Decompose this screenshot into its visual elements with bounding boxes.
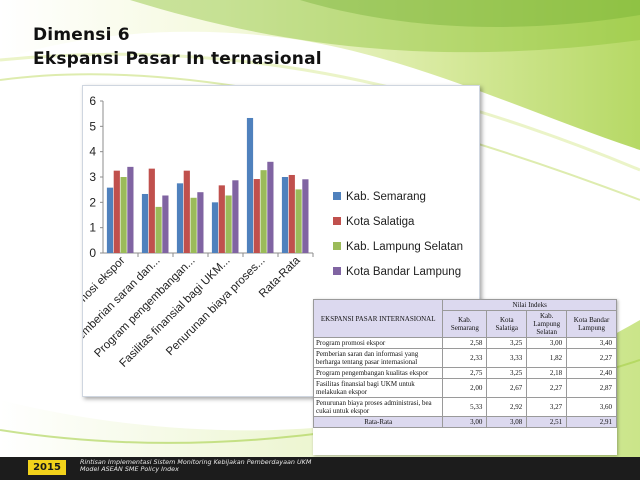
table-total-cell: 2,51	[526, 416, 568, 428]
table-total-row: Rata-Rata 3,00 3,08 2,51 2,91	[312, 416, 617, 428]
y-tick-label: 4	[89, 145, 96, 159]
table-row: Program pengembangan kualitas ekspor 2,7…	[312, 367, 617, 379]
table-cell: 2,87	[566, 378, 617, 398]
bar	[155, 206, 162, 253]
y-tick-label: 1	[89, 221, 96, 235]
y-tick-label: 5	[89, 119, 96, 133]
table-cell: 5,33	[442, 397, 488, 417]
bar	[295, 189, 302, 253]
slide-title-line1: Dimensi 6	[33, 25, 130, 45]
table-cell: 2,33	[442, 348, 488, 368]
table-header-group: Nilai Indeks	[442, 299, 617, 311]
table-row-label: Pemberian saran dan informasi yang berha…	[312, 348, 444, 368]
legend-label: Kab. Semarang	[346, 191, 426, 203]
footer-line1: Rintisan Implementasi Sistem Monitoring …	[80, 458, 312, 466]
table-row: Pemberian saran dan informasi yang berha…	[312, 348, 617, 368]
bar	[127, 166, 134, 253]
bar	[120, 177, 127, 253]
legend-swatch	[333, 217, 341, 225]
table-row: Program promosi ekspor 2,58 3,25 3,00 3,…	[312, 337, 617, 349]
bar	[281, 177, 289, 253]
table-row: Penurunan biaya proses administrasi, bea…	[312, 397, 617, 417]
table-cell: 3,25	[486, 337, 528, 349]
table-cell: 2,27	[566, 348, 617, 368]
table-cell: 3,33	[486, 348, 528, 368]
y-tick-label: 6	[89, 94, 96, 108]
bar	[232, 180, 239, 253]
bar	[106, 187, 114, 253]
bar	[211, 202, 219, 253]
table-col-kota-bandar-lampung: Kota Bandar Lampung	[566, 310, 617, 338]
bar	[176, 183, 184, 253]
bar	[197, 192, 204, 253]
bar	[183, 170, 190, 253]
legend-swatch	[333, 192, 341, 200]
table-cell: 3,25	[486, 367, 528, 379]
table-cell: 2,27	[526, 378, 568, 398]
bar	[113, 170, 120, 253]
y-tick-label: 2	[89, 195, 96, 209]
table-cell: 1,82	[526, 348, 568, 368]
table-cell: 2,92	[486, 397, 528, 417]
footer-text: Rintisan Implementasi Sistem Monitoring …	[80, 459, 311, 473]
table-cell: 2,18	[526, 367, 568, 379]
table-cell: 3,40	[566, 337, 617, 349]
table-cell: 2,58	[442, 337, 488, 349]
bar	[148, 168, 155, 253]
bar	[225, 195, 232, 253]
slide-title-line2: Ekspansi Pasar In ternasional	[33, 49, 322, 69]
table-total-label: Rata-Rata	[312, 416, 444, 428]
bar	[141, 193, 149, 253]
table-cell: 2,67	[486, 378, 528, 398]
table-row-label: Penurunan biaya proses administrasi, bea…	[312, 397, 444, 417]
footer-bar	[0, 457, 640, 480]
table-cell: 2,40	[566, 367, 617, 379]
table-col-kota-salatiga: Kota Salatiga	[486, 310, 528, 338]
table-col-kab-semarang: Kab. Semarang	[442, 310, 488, 338]
table-header-dimension: EKSPANSI PASAR INTERNASIONAL	[312, 299, 444, 338]
bar	[190, 197, 197, 253]
bar	[260, 170, 267, 253]
legend-swatch	[333, 242, 341, 250]
table-cell: 2,75	[442, 367, 488, 379]
y-tick-label: 0	[89, 246, 96, 260]
legend-label: Kota Bandar Lampung	[346, 266, 461, 278]
y-tick-label: 3	[89, 170, 96, 184]
table-cell: 3,60	[566, 397, 617, 417]
legend-label: Kota Salatiga	[346, 216, 415, 228]
table-total-cell: 2,91	[566, 416, 617, 428]
table-total-cell: 3,08	[486, 416, 528, 428]
table-cell: 2,00	[442, 378, 488, 398]
table-col-kab-lampung-selatan: Kab. Lampung Selatan	[526, 310, 568, 338]
bar	[246, 117, 254, 254]
legend-label: Kab. Lampung Selatan	[346, 241, 463, 253]
bar	[288, 174, 295, 253]
bar	[302, 179, 309, 253]
table-row-label: Program pengembangan kualitas ekspor	[312, 367, 444, 379]
index-table-grid: EKSPANSI PASAR INTERNASIONAL Nilai Indek…	[312, 299, 617, 428]
table-row-label: Program promosi ekspor	[312, 337, 444, 349]
legend-swatch	[333, 267, 341, 275]
footer-line2: Model ASEAN SME Policy Index	[80, 465, 179, 473]
bar	[267, 161, 274, 253]
table-cell: 3,00	[526, 337, 568, 349]
table-cell: 3,27	[526, 397, 568, 417]
bar	[253, 179, 260, 253]
footer-year: 2015	[28, 460, 66, 475]
table-total-cell: 3,00	[442, 416, 488, 428]
table-row: Fasilitas finansial bagi UKM untuk melak…	[312, 378, 617, 398]
table-row-label: Fasilitas finansial bagi UKM untuk melak…	[312, 378, 444, 398]
bar	[218, 185, 225, 253]
bar	[162, 195, 169, 253]
index-table: EKSPANSI PASAR INTERNASIONAL Nilai Indek…	[312, 299, 617, 455]
